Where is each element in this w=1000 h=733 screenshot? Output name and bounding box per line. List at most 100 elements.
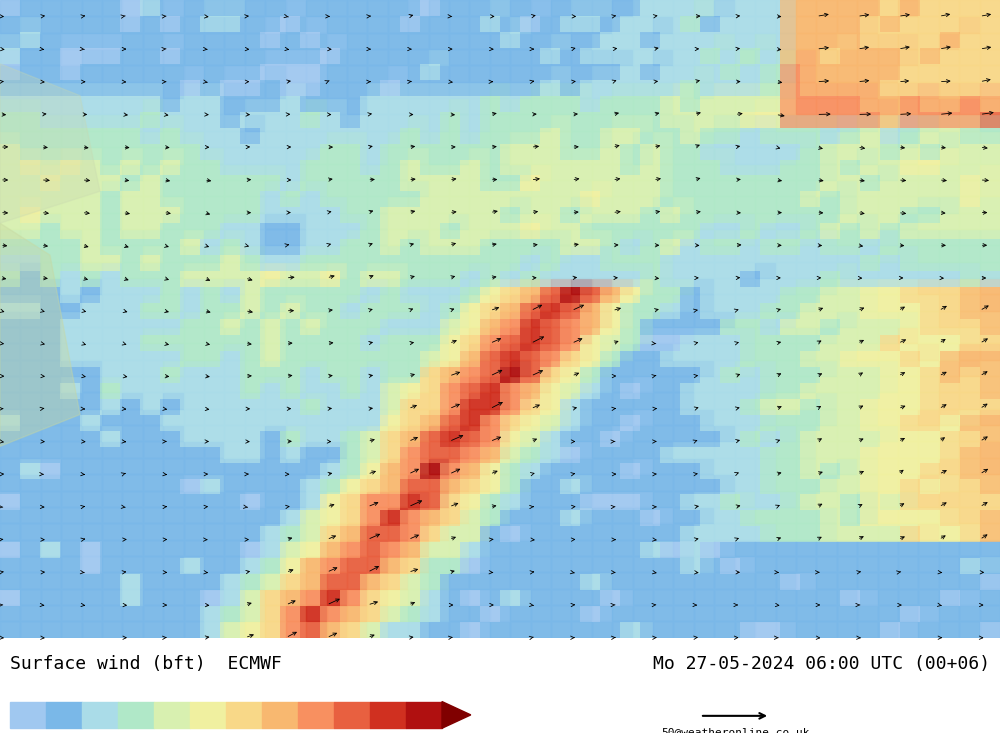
Bar xyxy=(143,441,163,458)
Bar xyxy=(184,458,204,474)
Bar xyxy=(388,589,408,605)
Bar xyxy=(714,376,735,392)
Bar xyxy=(327,409,347,425)
Bar xyxy=(224,622,245,638)
Bar xyxy=(694,16,714,33)
Bar xyxy=(878,98,898,114)
Bar xyxy=(429,180,449,196)
Bar xyxy=(633,539,653,556)
Bar xyxy=(61,409,82,425)
Bar xyxy=(327,82,347,98)
Bar xyxy=(306,425,327,441)
Bar xyxy=(694,507,714,523)
Bar xyxy=(327,605,347,622)
Bar xyxy=(204,246,224,262)
Bar xyxy=(490,327,510,343)
Bar xyxy=(939,196,959,213)
Bar xyxy=(490,180,510,196)
Bar xyxy=(776,295,796,311)
Bar xyxy=(327,262,347,278)
Bar xyxy=(122,0,143,16)
Bar xyxy=(571,490,592,507)
Bar xyxy=(163,16,184,33)
Bar xyxy=(163,0,184,16)
Bar xyxy=(20,523,41,539)
Bar xyxy=(102,229,122,246)
Bar xyxy=(306,490,327,507)
Bar xyxy=(714,229,735,246)
Bar xyxy=(694,490,714,507)
Bar xyxy=(265,474,286,490)
Bar xyxy=(816,65,837,82)
Bar xyxy=(347,82,367,98)
Bar xyxy=(184,229,204,246)
Bar xyxy=(41,49,61,65)
Bar xyxy=(163,474,184,490)
Bar xyxy=(245,523,265,539)
Bar xyxy=(571,295,592,311)
Bar xyxy=(286,441,306,458)
Bar xyxy=(0,0,20,16)
Bar xyxy=(612,49,633,65)
Bar xyxy=(347,556,367,572)
Bar xyxy=(898,458,918,474)
Bar xyxy=(265,130,286,147)
Bar xyxy=(939,33,959,49)
Bar xyxy=(20,98,41,114)
Bar xyxy=(653,213,673,229)
Bar xyxy=(163,409,184,425)
Bar xyxy=(0,262,20,278)
Bar xyxy=(612,572,633,589)
Bar xyxy=(265,392,286,409)
Bar xyxy=(959,295,980,311)
Bar xyxy=(898,441,918,458)
Bar xyxy=(163,425,184,441)
Bar xyxy=(469,441,490,458)
Bar xyxy=(510,295,531,311)
Bar xyxy=(898,539,918,556)
Bar xyxy=(796,441,816,458)
Bar xyxy=(857,425,878,441)
Bar xyxy=(653,49,673,65)
Bar xyxy=(653,16,673,33)
Bar xyxy=(796,376,816,392)
Bar xyxy=(224,376,245,392)
Bar xyxy=(204,278,224,295)
Bar xyxy=(878,556,898,572)
Bar xyxy=(531,213,551,229)
Bar xyxy=(878,295,898,311)
Bar xyxy=(857,311,878,327)
Bar xyxy=(82,65,102,82)
Bar xyxy=(408,278,429,295)
Bar xyxy=(633,196,653,213)
Bar xyxy=(653,589,673,605)
Bar xyxy=(959,572,980,589)
Bar xyxy=(184,130,204,147)
Bar xyxy=(612,327,633,343)
Bar xyxy=(673,163,694,180)
Bar xyxy=(102,213,122,229)
Bar xyxy=(122,213,143,229)
Bar xyxy=(204,572,224,589)
Bar xyxy=(102,490,122,507)
Bar xyxy=(694,474,714,490)
Bar xyxy=(204,16,224,33)
Bar xyxy=(449,65,469,82)
Bar xyxy=(878,425,898,441)
Bar xyxy=(694,0,714,16)
Bar xyxy=(857,392,878,409)
Text: 50@weatheronline.co.uk: 50@weatheronline.co.uk xyxy=(661,727,809,733)
Bar xyxy=(61,98,82,114)
Bar xyxy=(163,163,184,180)
Bar xyxy=(857,605,878,622)
Bar xyxy=(265,98,286,114)
Bar xyxy=(449,246,469,262)
Bar xyxy=(816,114,837,130)
Bar xyxy=(653,474,673,490)
Bar xyxy=(735,0,755,16)
Bar xyxy=(469,327,490,343)
Bar xyxy=(714,147,735,163)
Bar xyxy=(898,474,918,490)
Bar xyxy=(429,278,449,295)
Bar xyxy=(224,392,245,409)
